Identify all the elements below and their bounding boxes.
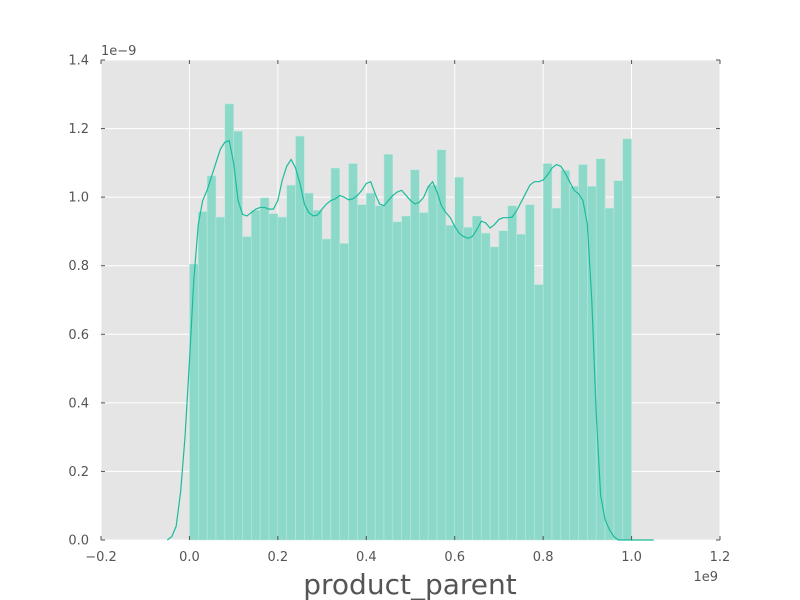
histogram-bar <box>330 167 341 541</box>
kde-line <box>166 139 654 541</box>
histogram-bar <box>613 180 623 541</box>
histogram-bar <box>480 232 491 541</box>
histogram-bar <box>339 243 349 541</box>
histogram-bar <box>286 184 296 541</box>
histogram-bar <box>304 192 314 541</box>
histogram-bar <box>542 163 553 541</box>
histogram-bar <box>233 131 243 541</box>
x-tick-label: 0.0 <box>179 550 200 565</box>
histogram-bar <box>242 236 252 541</box>
axis-ticks <box>100 59 721 541</box>
histogram-bars <box>189 103 632 541</box>
histogram-bar <box>560 170 570 541</box>
histogram-bar <box>259 197 270 541</box>
histogram-bar <box>507 205 517 541</box>
histogram-bar <box>569 185 579 541</box>
histogram-bar <box>348 163 358 541</box>
y-tick-labels: 0.0 0.2 0.4 0.6 0.8 1.0 1.2 1.4 <box>68 54 89 549</box>
histogram-bar <box>525 204 535 541</box>
y-tick-label: 0.6 <box>68 328 89 343</box>
histogram-bar <box>534 284 544 541</box>
histogram-bar <box>419 212 429 541</box>
histogram-bar <box>206 175 217 541</box>
histogram-bar <box>551 207 562 541</box>
histogram-bar <box>472 215 482 541</box>
y-tick-label: 0.2 <box>68 465 89 480</box>
histogram-bar <box>392 221 402 541</box>
x-tick-label: 0.4 <box>356 550 377 565</box>
histogram-bar <box>321 238 332 541</box>
histogram-bar <box>277 216 287 541</box>
histogram-bar <box>215 216 226 541</box>
x-axis-label: product_parent <box>303 568 516 600</box>
y-tick-label: 1.2 <box>68 122 89 137</box>
histogram-bar <box>427 184 438 541</box>
histogram-bar <box>595 158 606 541</box>
x-tick-labels: −0.2 0.0 0.2 0.4 0.6 0.8 1.0 1.2 <box>85 550 730 565</box>
histogram-bar <box>578 164 588 541</box>
histogram-bar <box>498 230 509 541</box>
histogram-bar <box>445 225 455 541</box>
histogram-bar <box>374 205 385 541</box>
histogram-bar <box>604 207 615 541</box>
histogram-bar <box>516 233 526 541</box>
y-tick-label: 0.0 <box>68 534 89 549</box>
histogram-bar <box>463 227 473 541</box>
x-offset-label: 1e9 <box>693 570 718 585</box>
histogram-bar <box>366 192 376 541</box>
y-offset-label: 1e−9 <box>101 44 136 59</box>
histogram-bar <box>268 213 279 541</box>
y-tick-label: 0.8 <box>68 259 89 274</box>
histogram-bar <box>198 211 208 541</box>
y-tick-label: 1.0 <box>68 191 89 206</box>
histogram-bar <box>454 177 464 541</box>
histogram-bar <box>224 103 234 541</box>
y-tick-label: 1.4 <box>68 54 89 69</box>
histogram-bar <box>410 169 420 541</box>
histogram-bar <box>312 209 323 541</box>
histogram-bar <box>489 246 500 541</box>
histogram-bar <box>189 263 199 541</box>
y-tick-label: 0.4 <box>68 396 89 411</box>
x-tick-label: 0.6 <box>444 550 465 565</box>
x-tick-label: 0.2 <box>268 550 289 565</box>
histogram-bar <box>251 209 261 541</box>
x-tick-label: 1.0 <box>621 550 642 565</box>
histogram-bar <box>622 138 632 541</box>
histogram-bar <box>401 215 411 541</box>
histogram-bar <box>383 154 394 541</box>
x-tick-label: 1.2 <box>710 550 731 565</box>
x-tick-label: 0.8 <box>533 550 554 565</box>
histogram-bar <box>357 204 367 541</box>
histogram-bar <box>436 149 447 541</box>
x-tick-label: −0.2 <box>85 550 117 565</box>
